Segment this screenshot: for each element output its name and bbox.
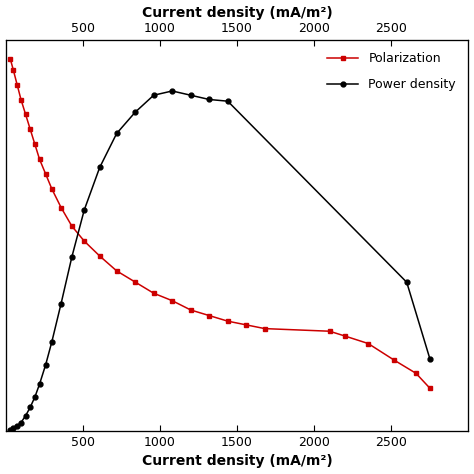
Power density — [404, 279, 410, 285]
Polarization — [188, 307, 193, 313]
Polarization — [225, 319, 230, 324]
Polarization — [27, 127, 33, 132]
Polarization — [36, 156, 42, 162]
Power density — [32, 394, 38, 400]
Polarization — [14, 82, 20, 88]
Power density — [427, 356, 433, 362]
Polarization — [342, 333, 348, 339]
Power density — [43, 362, 48, 367]
Line: Polarization: Polarization — [8, 56, 432, 391]
Power density — [14, 423, 20, 429]
Polarization — [262, 326, 268, 331]
Polarization — [69, 223, 75, 229]
Power density — [18, 419, 24, 425]
Polarization — [169, 298, 175, 303]
Power density — [10, 426, 16, 431]
Polarization — [82, 238, 87, 244]
Power density — [36, 382, 42, 387]
Polarization — [97, 253, 102, 259]
Polarization — [206, 313, 212, 319]
Polarization — [413, 371, 419, 376]
Power density — [169, 88, 175, 94]
Polarization — [10, 67, 16, 73]
Polarization — [114, 268, 119, 273]
Polarization — [18, 97, 24, 102]
Power density — [27, 404, 33, 410]
Power density — [7, 428, 13, 433]
Polarization — [49, 186, 55, 192]
Polarization — [7, 56, 13, 62]
Power density — [206, 97, 212, 102]
Power density — [97, 164, 102, 170]
Power density — [58, 301, 64, 306]
Power density — [49, 339, 55, 345]
Polarization — [327, 328, 332, 334]
Legend: Polarization, Power density: Polarization, Power density — [321, 46, 462, 97]
Power density — [69, 254, 75, 260]
X-axis label: Current density (mA/m²): Current density (mA/m²) — [142, 6, 332, 19]
Polarization — [43, 171, 48, 177]
Power density — [132, 109, 138, 115]
Polarization — [23, 111, 28, 117]
Polarization — [32, 141, 38, 147]
Power density — [151, 92, 156, 98]
Polarization — [244, 322, 249, 328]
Polarization — [151, 291, 156, 296]
Power density — [188, 92, 193, 98]
Power density — [23, 413, 28, 419]
Power density — [225, 98, 230, 104]
Polarization — [427, 385, 433, 391]
Power density — [114, 131, 119, 137]
Polarization — [58, 205, 64, 210]
Polarization — [365, 341, 371, 346]
X-axis label: Current density (mA/m²): Current density (mA/m²) — [142, 455, 332, 468]
Polarization — [132, 279, 138, 285]
Line: Power density: Power density — [8, 89, 432, 433]
Power density — [82, 207, 87, 213]
Polarization — [392, 357, 397, 363]
